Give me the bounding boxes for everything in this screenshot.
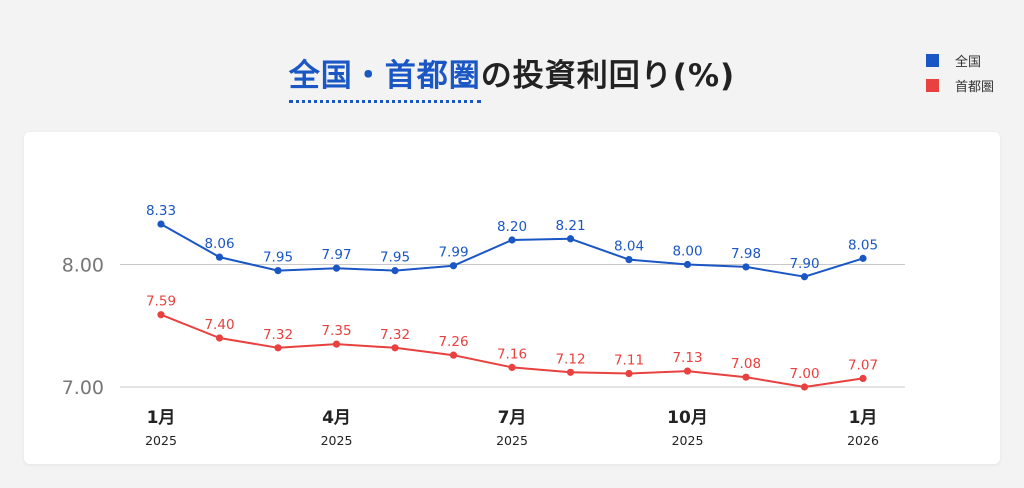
- data-label: 8.21: [555, 218, 585, 234]
- data-point: [800, 383, 809, 391]
- data-label: 7.26: [438, 334, 468, 350]
- data-label: 7.90: [789, 256, 819, 272]
- data-label: 7.98: [731, 246, 761, 262]
- legend-swatch-national: [925, 53, 939, 67]
- x-tick-label-year: 2025: [496, 433, 528, 448]
- data-point: [508, 363, 516, 371]
- data-label: 7.95: [263, 250, 293, 266]
- x-tick-label-year: 2026: [847, 433, 879, 448]
- data-point: [332, 340, 341, 348]
- x-tick-label-month: 7月: [498, 408, 527, 428]
- data-point: [449, 262, 458, 270]
- chart-title: 全国・首都圏の投資利回り(%): [0, 50, 1024, 103]
- x-tick-label-year: 2025: [672, 433, 704, 448]
- data-point: [332, 264, 341, 272]
- data-label: 8.20: [497, 219, 527, 235]
- data-label: 7.59: [146, 294, 176, 310]
- data-label: 8.33: [146, 203, 176, 219]
- data-point: [625, 256, 633, 264]
- data-label: 7.99: [438, 245, 468, 261]
- data-label: 7.32: [380, 327, 410, 343]
- data-point: [683, 367, 692, 375]
- legend-item-metro: 首都圏: [925, 77, 994, 95]
- data-point: [683, 260, 692, 269]
- data-point: [625, 369, 633, 378]
- data-point: [215, 253, 224, 261]
- legend-label-national: 全国: [954, 54, 981, 70]
- data-point: [508, 236, 516, 244]
- x-tick-label-month: 4月: [322, 408, 351, 428]
- data-point: [215, 334, 224, 342]
- x-tick-label-month: 1月: [849, 408, 878, 428]
- chart-title-rest: の投資利回り(%): [480, 58, 736, 94]
- x-tick-label-month: 1月: [147, 408, 176, 428]
- data-label: 7.11: [614, 353, 644, 369]
- data-point: [274, 344, 282, 352]
- x-tick-label-year: 2025: [321, 433, 353, 448]
- data-point: [391, 344, 399, 352]
- data-label: 7.13: [672, 350, 702, 366]
- chart-legend: 全国 首都圏: [925, 52, 994, 102]
- data-point: [274, 267, 282, 275]
- data-label: 8.05: [848, 237, 878, 253]
- chart-card: [24, 132, 1000, 464]
- data-label: 7.08: [731, 356, 761, 372]
- data-point: [742, 263, 750, 271]
- data-label: 8.00: [672, 244, 702, 260]
- data-point: [157, 220, 165, 228]
- data-label: 7.16: [497, 346, 527, 362]
- data-point: [800, 273, 809, 281]
- y-tick-label: 8.00: [62, 255, 104, 277]
- data-label: 7.40: [204, 317, 234, 333]
- data-label: 7.12: [555, 351, 585, 367]
- data-point: [449, 351, 458, 359]
- data-label: 7.00: [789, 366, 819, 382]
- data-label: 7.35: [321, 323, 351, 339]
- data-label: 7.97: [321, 247, 351, 263]
- x-tick-label-year: 2025: [145, 433, 177, 448]
- data-label: 7.95: [380, 250, 410, 266]
- data-point: [157, 311, 165, 319]
- data-point: [566, 235, 575, 243]
- data-point: [742, 373, 750, 381]
- legend-item-national: 全国: [925, 52, 994, 70]
- data-label: 7.32: [263, 327, 293, 343]
- data-label: 7.07: [848, 357, 878, 373]
- legend-swatch-metro: [925, 78, 939, 92]
- x-tick-label-month: 10月: [667, 408, 708, 428]
- data-point: [391, 267, 399, 275]
- data-label: 8.06: [204, 236, 234, 252]
- y-tick-label: 7.00: [62, 377, 104, 399]
- data-point: [566, 368, 575, 376]
- data-point: [859, 374, 867, 383]
- legend-label-metro: 首都圏: [954, 79, 994, 95]
- data-point: [859, 254, 867, 262]
- chart-title-accent: 全国・首都圏: [288, 58, 481, 103]
- data-label: 8.04: [614, 239, 644, 255]
